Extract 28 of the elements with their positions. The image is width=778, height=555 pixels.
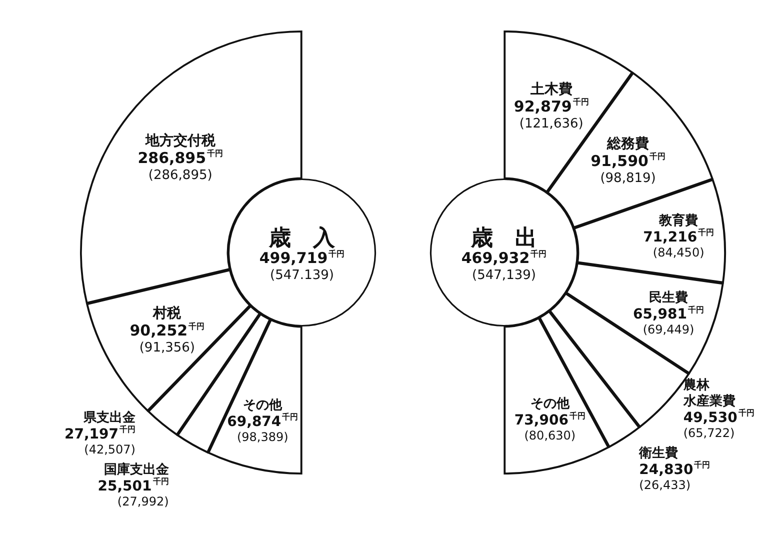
slice-label: 土木費 [529,81,572,98]
slice-label: その他 [530,396,570,412]
text: (69,449) [642,322,694,337]
text: (65,722) [683,426,735,440]
slice-label: 農林水産業費 [682,378,736,409]
slice-label: 村税 [152,304,182,322]
text: (42,507) [84,442,136,456]
slice-label: 衛生費 [638,446,678,461]
text: (121,636) [519,116,584,132]
text: (91,356) [139,340,195,356]
slice-label: 教育費 [658,212,698,228]
text: 歳 入 [268,226,336,251]
text: (80,630) [524,428,576,443]
text: (84,450) [652,245,704,260]
slice-label: 地方交付税 [144,132,216,149]
text: 歳 出 [470,226,537,251]
slice-label: 民生費 [648,290,688,306]
text: (98,819) [600,170,656,186]
text: (26,433) [639,478,691,492]
slice-label: 総務費 [606,136,650,152]
text: (286,895) [148,168,212,183]
slice-label: 国庫支出金 [104,461,170,478]
slice-label: 県支出金 [82,410,136,426]
text: (547.139) [270,268,334,283]
text: (27,992) [117,494,169,508]
text: (547,139) [472,268,536,283]
slice-label: その他 [243,398,284,413]
text: (98,389) [236,430,288,444]
